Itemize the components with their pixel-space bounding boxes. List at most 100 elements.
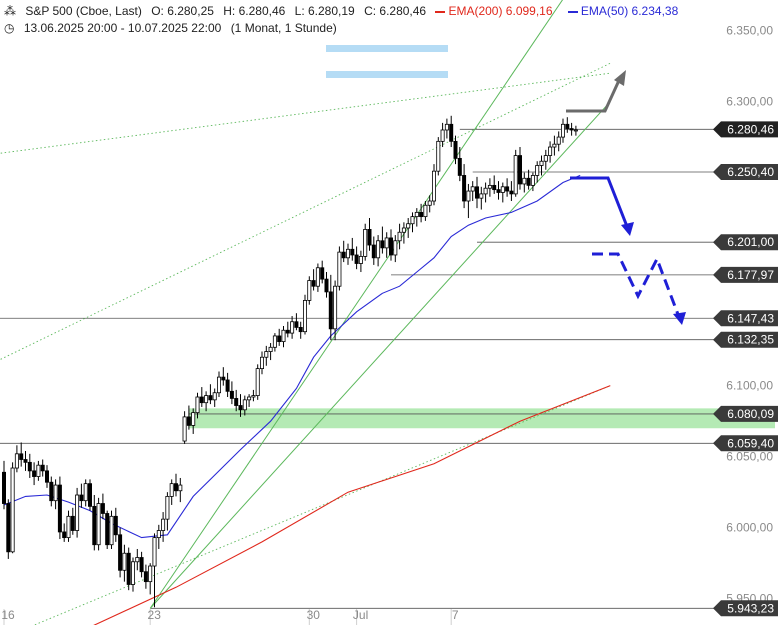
candle-body-57 — [247, 396, 252, 401]
candle-body-16 — [70, 515, 75, 531]
dotted-channel-4 — [33, 385, 611, 625]
candle-body-123 — [530, 175, 535, 186]
candle-body-44 — [191, 412, 196, 426]
chart-header-ohlc: ⁂ S&P 500 (Cboe, Last) O: 6.280,25 H: 6.… — [4, 4, 690, 18]
candle-body-130 — [561, 123, 566, 138]
candle-body-109 — [470, 186, 475, 192]
candle-body-37 — [161, 518, 166, 531]
candle-body-103 — [444, 123, 449, 131]
candle-body-8 — [36, 464, 41, 477]
candle-body-15 — [66, 515, 71, 539]
candle-body-88 — [380, 240, 385, 249]
candle-body-77 — [333, 285, 338, 330]
candle-body-54 — [234, 398, 239, 406]
candle-body-76 — [328, 291, 333, 330]
candle-body-116 — [500, 186, 505, 193]
value-tag-bg-1 — [713, 164, 778, 181]
support-zones — [188, 408, 775, 429]
candle-body-72 — [311, 280, 316, 287]
value-tag-label: 6.201,00 — [727, 235, 774, 249]
value-tag-bg-7 — [713, 435, 778, 452]
candle-body-127 — [548, 146, 553, 156]
x-tick-label: Jul — [353, 608, 368, 622]
candle-body-51 — [221, 376, 226, 381]
candle-body-81 — [350, 248, 355, 256]
legend-blue-bar-bottom — [326, 71, 448, 78]
symbol-label: S&P 500 (Cboe, Last) — [25, 4, 142, 18]
candle-body-65 — [281, 329, 286, 343]
candle-body-132 — [569, 128, 574, 131]
candle-body-115 — [496, 189, 501, 193]
candle-body-68 — [294, 321, 299, 328]
candle-body-49 — [212, 392, 217, 401]
blue-down-arrow — [570, 176, 630, 230]
candle-body-45 — [195, 396, 200, 414]
x-tick-label: 7 — [452, 608, 459, 622]
candle-body-122 — [526, 177, 531, 186]
candle-body-95 — [410, 216, 415, 225]
candle-body-38 — [165, 496, 170, 520]
value-tag-bg-4 — [713, 310, 778, 327]
value-tag-bg-0 — [713, 121, 778, 138]
candle-body-10 — [45, 470, 50, 483]
candle-body-80 — [345, 248, 350, 259]
candle-body-83 — [358, 255, 363, 264]
value-tag-label: 5.943,23 — [727, 601, 774, 615]
candle-body-53 — [229, 390, 234, 399]
candle-body-59 — [255, 368, 260, 396]
candle-body-36 — [156, 530, 161, 539]
candle-body-67 — [290, 321, 295, 334]
candle-body-3 — [14, 453, 19, 469]
candle-body-24 — [105, 513, 110, 546]
candle-body-32 — [139, 557, 144, 573]
candle-body-78 — [337, 251, 342, 287]
timeframe-label: (1 Monat, 1 Stunde) — [230, 21, 337, 35]
candle-body-13 — [57, 484, 62, 533]
value-tag-bg-6 — [713, 405, 778, 422]
trendline-1 — [149, 0, 564, 609]
candle-body-126 — [543, 155, 548, 162]
candle-body-118 — [509, 190, 514, 195]
blue-dashed-arrow — [592, 252, 681, 318]
value-tag-label: 6.177,97 — [727, 268, 774, 282]
ema-lines — [3, 174, 611, 625]
candle-body-74 — [320, 267, 325, 280]
candle-body-84 — [363, 229, 368, 257]
candle-body-98 — [423, 204, 428, 218]
x-tick-label: 23 — [148, 608, 162, 622]
candle-body-131 — [565, 123, 570, 129]
candle-body-6 — [27, 461, 32, 472]
candle-body-101 — [436, 140, 441, 172]
candle-body-46 — [199, 396, 204, 404]
ema200-legend: EMA(200) 6.099,16 — [435, 4, 558, 18]
candle-body-39 — [169, 483, 174, 497]
close-value: C: 6.280,46 — [364, 4, 427, 18]
candle-body-48 — [208, 395, 213, 401]
candle-body-55 — [238, 405, 243, 411]
candle-body-87 — [376, 240, 381, 259]
candle-body-63 — [272, 335, 277, 348]
value-tag-bg-8 — [713, 600, 778, 617]
candle-body-19 — [83, 483, 88, 502]
candle-body-114 — [492, 184, 497, 191]
value-tags: 6.280,46 6.250,40 6.201,00 6.177,97 6.147,43… — [713, 121, 778, 617]
candle-body-96 — [414, 211, 419, 218]
trendline-0 — [149, 101, 611, 609]
value-tag-label: 6.059,40 — [727, 436, 774, 450]
candle-body-33 — [143, 571, 148, 583]
value-tag-bg-2 — [713, 234, 778, 251]
price-axis: 6.350,00 6.300,00 6.100,00 6.050,00 6.000,00… — [726, 24, 773, 606]
ema200-line — [93, 385, 611, 625]
candle-body-61 — [264, 351, 269, 358]
candle-body-56 — [242, 399, 247, 411]
grey-up-arrow — [566, 75, 623, 113]
candle-body-64 — [277, 335, 282, 343]
candle-body-12 — [53, 484, 58, 502]
candle-body-31 — [135, 557, 140, 563]
candle-body-110 — [474, 186, 479, 199]
candle-body-60 — [259, 356, 264, 370]
candle-body-26 — [113, 515, 118, 536]
x-tick-label: 30 — [307, 608, 321, 622]
y-tick-label: 6.350,00 — [726, 24, 773, 38]
